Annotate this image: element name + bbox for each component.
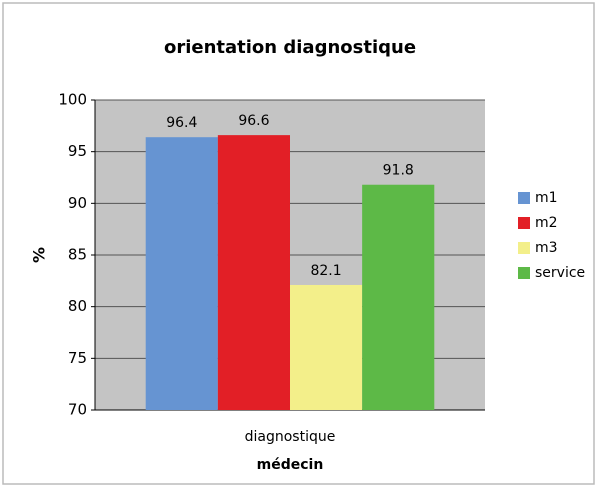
chart-title: orientation diagnostique	[164, 37, 416, 58]
data-label: 82.1	[310, 263, 341, 279]
legend-label: m3	[535, 240, 558, 256]
bar	[362, 184, 435, 410]
y-tick-label: 85	[68, 246, 87, 264]
legend-swatch	[518, 267, 530, 279]
y-axis-label: %	[30, 247, 49, 263]
bar	[145, 137, 218, 410]
y-tick-label: 70	[68, 401, 87, 419]
y-tick-label: 75	[68, 349, 87, 367]
x-tick-label: diagnostique	[245, 429, 336, 445]
y-tick-label: 90	[68, 194, 87, 212]
legend-swatch	[518, 192, 530, 204]
y-tick-label: 95	[68, 142, 87, 160]
y-tick-label: 100	[58, 91, 87, 109]
data-label: 91.8	[383, 163, 414, 179]
data-label: 96.6	[238, 113, 269, 129]
bar	[217, 135, 290, 410]
legend-label: m2	[535, 215, 558, 231]
bar	[290, 284, 363, 410]
x-axis-label: médecin	[257, 457, 324, 473]
legend-swatch	[518, 217, 530, 229]
legend-swatch	[518, 242, 530, 254]
y-tick-label: 80	[68, 297, 87, 315]
legend-label: m1	[535, 190, 558, 206]
data-label: 96.4	[166, 115, 197, 131]
legend-label: service	[535, 265, 585, 281]
